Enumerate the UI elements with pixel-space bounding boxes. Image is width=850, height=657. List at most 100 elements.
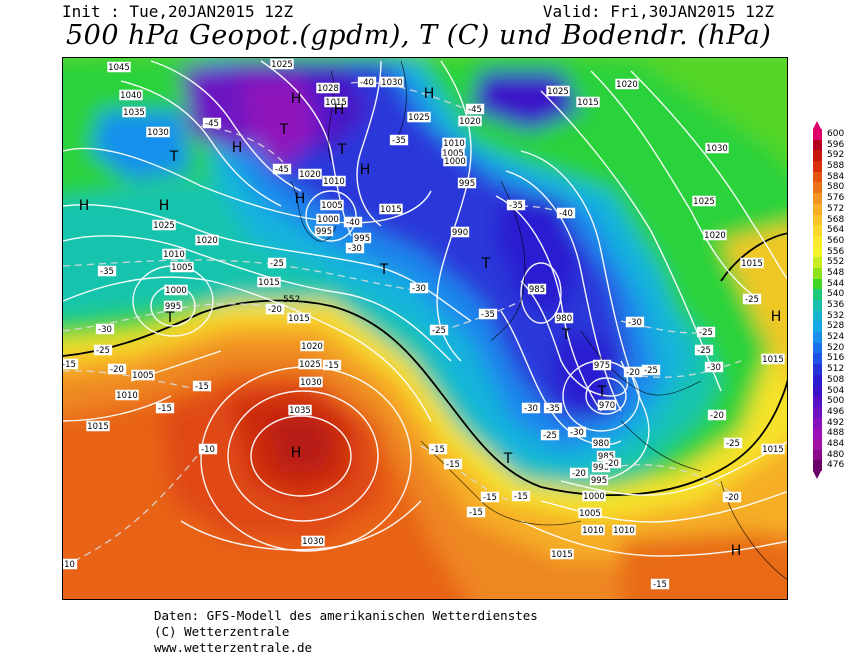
legend-swatch (813, 342, 822, 354)
svg-text:-45: -45 (275, 165, 289, 175)
svg-text:1005: 1005 (321, 201, 343, 211)
pressure-label: 1000 (164, 284, 188, 296)
svg-text:-15: -15 (446, 460, 460, 470)
temperature-label: -25 (540, 429, 560, 441)
footer-url[interactable]: www.wetterzentrale.de (154, 640, 313, 655)
svg-text:H: H (295, 191, 306, 207)
high-pressure-marker: H (295, 191, 306, 207)
svg-text:T: T (597, 384, 607, 400)
legend-row: 580 (813, 182, 850, 194)
label-552: 552 (283, 295, 300, 305)
svg-text:1020: 1020 (704, 231, 726, 241)
temperature-label: -15 (650, 578, 670, 590)
pressure-label: 980 (554, 312, 574, 324)
pressure-label: 1020 (298, 168, 322, 180)
svg-text:1015: 1015 (762, 445, 784, 455)
svg-text:1000: 1000 (317, 215, 339, 225)
legend-swatch (813, 257, 822, 268)
legend-label: 524 (827, 332, 845, 343)
legend-label: 572 (827, 203, 845, 214)
svg-text:H: H (291, 445, 302, 461)
svg-text:1000: 1000 (444, 157, 466, 167)
svg-text:975: 975 (594, 361, 610, 371)
temperature-label: -35 (97, 265, 117, 277)
pressure-label: 1020 (615, 78, 639, 90)
temperature-label: -40 (343, 216, 363, 228)
pressure-label: 1030 (299, 376, 323, 388)
svg-text:-30: -30 (707, 363, 721, 373)
svg-text:985: 985 (598, 452, 614, 462)
svg-text:-25: -25 (699, 328, 713, 338)
svg-text:995: 995 (591, 476, 607, 486)
high-pressure-marker: H (424, 86, 435, 102)
svg-text:1010: 1010 (323, 177, 345, 187)
legend-label: 508 (827, 374, 845, 385)
legend-label: 556 (827, 246, 845, 257)
pressure-label: 1015 (740, 257, 764, 269)
legend-label: 536 (827, 300, 845, 310)
svg-text:1045: 1045 (108, 63, 130, 73)
pressure-label: 1010 (322, 175, 346, 187)
pressure-label: 970 (597, 399, 617, 411)
legend-row: 484 (813, 438, 850, 450)
legend-row: 548 (813, 267, 850, 279)
isobars (63, 60, 787, 557)
legend-swatch (813, 438, 822, 450)
legend-swatch (813, 321, 822, 333)
low-pressure-marker: T (503, 451, 513, 467)
svg-text:-15: -15 (195, 382, 209, 392)
legend-label: 476 (827, 460, 845, 471)
legend-row: 496 (813, 406, 850, 418)
svg-text:1010: 1010 (582, 526, 604, 536)
color-legend: 600 596 592 588 584 580 576 572 568 564 560 556 552 5… (813, 121, 850, 480)
high-pressure-marker: H (159, 198, 170, 214)
svg-text:980: 980 (593, 439, 609, 449)
footer-copyright: (C) Wetterzentrale (154, 624, 290, 639)
temperature-label: -25 (723, 437, 743, 449)
pressure-label: 1005 (578, 507, 602, 519)
temperature-label: -25 (742, 293, 762, 305)
svg-text:1015: 1015 (288, 314, 310, 324)
svg-text:-20: -20 (572, 469, 586, 479)
legend-row: 592 (813, 150, 850, 162)
legend-label: 576 (827, 193, 845, 204)
svg-text:-15: -15 (431, 445, 445, 455)
legend-row: 572 (813, 203, 850, 215)
svg-text:T: T (169, 149, 179, 165)
legend-swatch (813, 214, 822, 226)
map-canvas: 1045104010351030102510201010100510009951… (63, 58, 787, 599)
svg-text:985: 985 (529, 285, 545, 295)
svg-text:-35: -35 (546, 404, 560, 414)
high-pressure-marker: H (232, 140, 243, 156)
svg-text:995: 995 (165, 302, 181, 312)
pressure-label: 1025 (152, 219, 176, 231)
svg-text:-25: -25 (96, 346, 110, 356)
temperature-label: -25 (429, 324, 449, 336)
svg-text:-40: -40 (559, 209, 573, 219)
temperature-label: -20 (107, 363, 127, 375)
legend-swatch (813, 417, 822, 429)
temperature-label: -25 (93, 344, 113, 356)
svg-text:T: T (379, 262, 389, 278)
svg-text:-45: -45 (205, 119, 219, 129)
temperature-label: -30 (521, 402, 541, 414)
high-pressure-marker: H (771, 309, 782, 325)
legend-swatch (813, 246, 822, 258)
svg-text:1030: 1030 (302, 537, 324, 547)
svg-text:-25: -25 (726, 439, 740, 449)
legend-label: 516 (827, 353, 845, 364)
high-pressure-marker: H (731, 543, 742, 559)
pressure-label: 1010 (442, 137, 466, 149)
svg-text:1028: 1028 (317, 84, 339, 94)
svg-text:1020: 1020 (301, 342, 323, 352)
svg-text:-20: -20 (725, 493, 739, 503)
legend-label: 488 (827, 428, 845, 439)
legend-label: 496 (827, 406, 845, 417)
pressure-label: 1000 (316, 213, 340, 225)
legend-swatch (813, 203, 822, 215)
pressure-label: 1020 (458, 115, 482, 127)
legend-row: 560 (813, 235, 850, 247)
pressure-label: 1015 (576, 96, 600, 108)
legend-row: 556 (813, 246, 850, 258)
svg-text:-35: -35 (100, 267, 114, 277)
